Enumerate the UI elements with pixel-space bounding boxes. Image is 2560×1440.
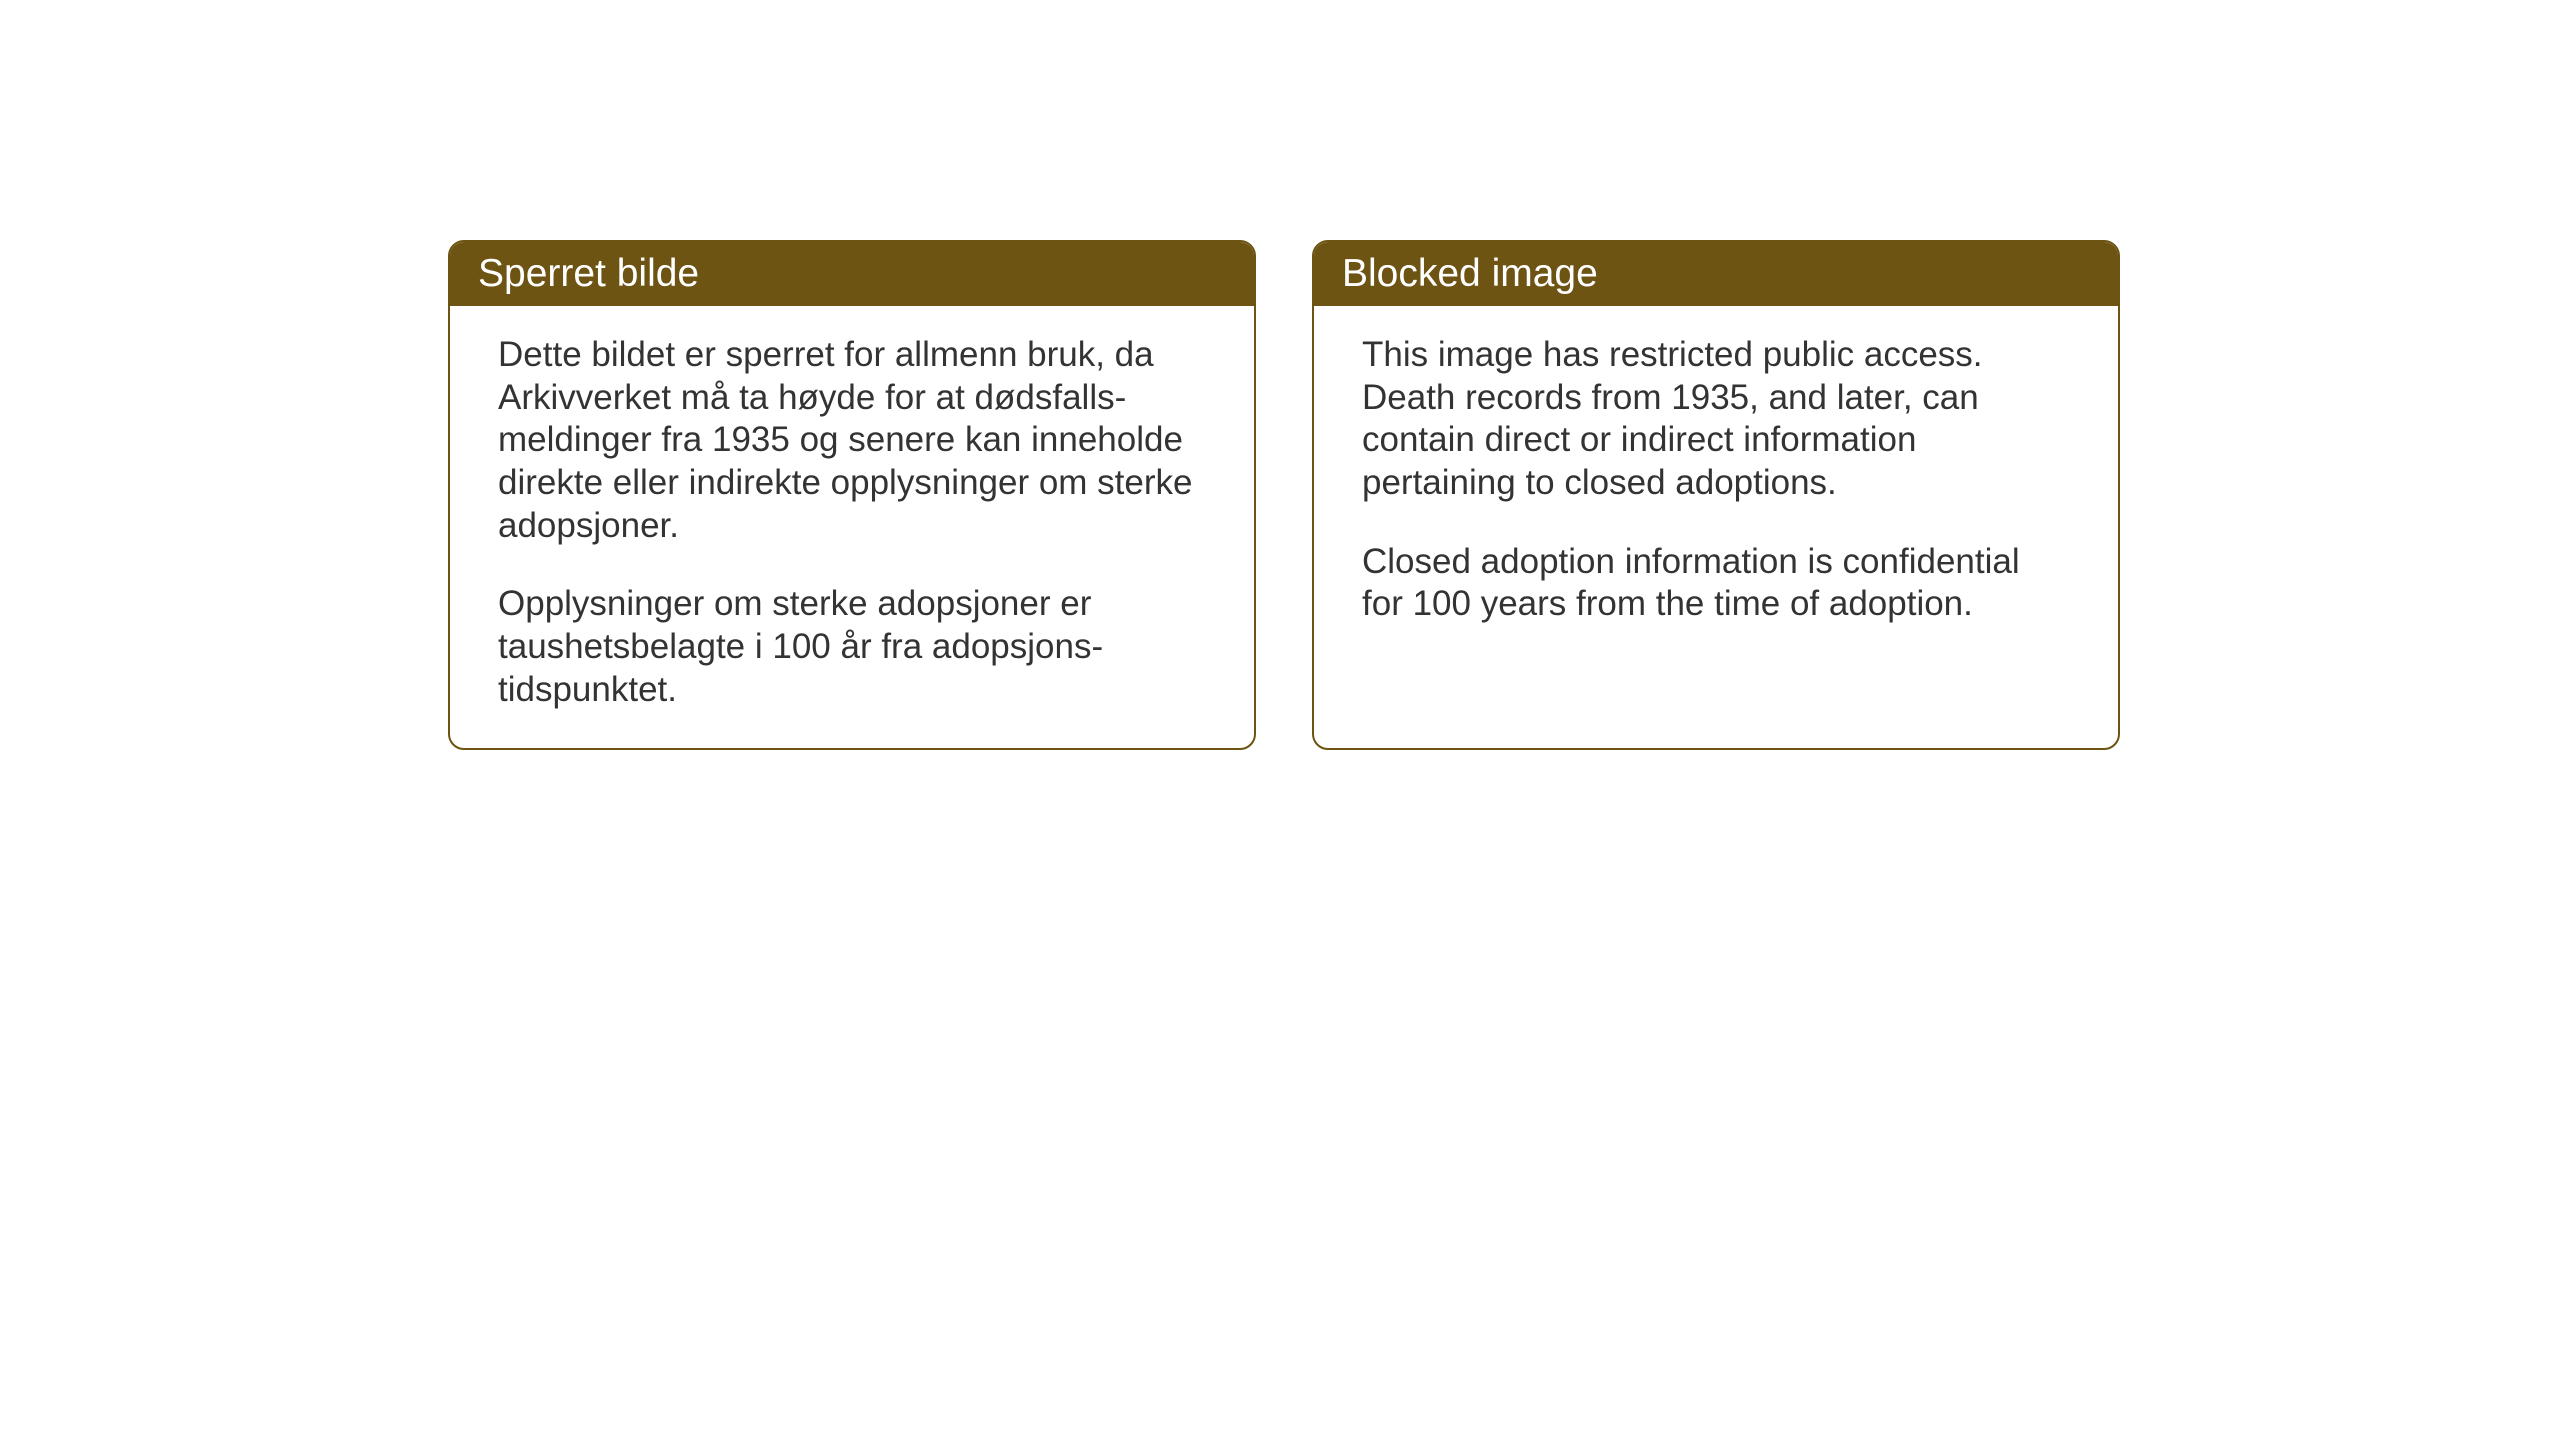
card-body-norwegian: Dette bildet er sperret for allmenn bruk…: [450, 306, 1254, 748]
notice-container: Sperret bilde Dette bildet er sperret fo…: [448, 240, 2120, 750]
paragraph-norwegian-2: Opplysninger om sterke adopsjoner er tau…: [498, 583, 1206, 711]
card-header-english: Blocked image: [1314, 242, 2118, 306]
paragraph-norwegian-1: Dette bildet er sperret for allmenn bruk…: [498, 334, 1206, 547]
notice-card-norwegian: Sperret bilde Dette bildet er sperret fo…: [448, 240, 1256, 750]
card-body-english: This image has restricted public access.…: [1314, 306, 2118, 662]
paragraph-english-1: This image has restricted public access.…: [1362, 334, 2070, 505]
card-header-norwegian: Sperret bilde: [450, 242, 1254, 306]
paragraph-english-2: Closed adoption information is confident…: [1362, 541, 2070, 626]
notice-card-english: Blocked image This image has restricted …: [1312, 240, 2120, 750]
